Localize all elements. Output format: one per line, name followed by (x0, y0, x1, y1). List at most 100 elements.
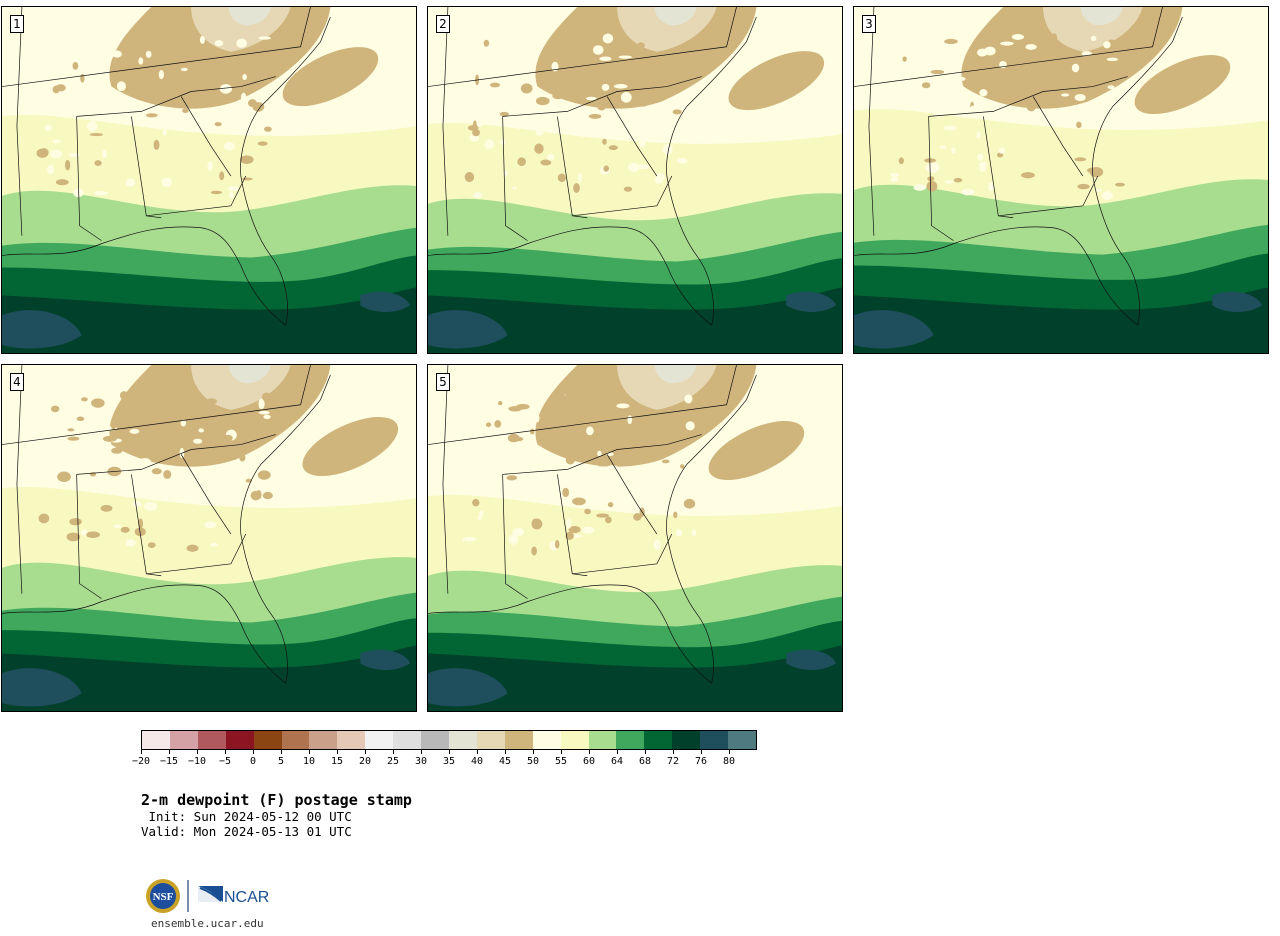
dewpoint-speckle (204, 521, 217, 529)
member-panel-2: 2 (427, 6, 843, 354)
dewpoint-speckle (257, 141, 268, 146)
dewpoint-speckle (219, 171, 225, 181)
dewpoint-speckle (94, 160, 102, 166)
dewpoint-speckle (602, 138, 607, 145)
colorbar-tick (365, 750, 366, 754)
dewpoint-speckle (246, 77, 252, 81)
dewpoint-speckle (72, 62, 79, 70)
dewpoint-speckle (258, 410, 270, 415)
dewpoint-speckle (185, 75, 198, 85)
dewpoint-speckle (673, 131, 686, 138)
boundary-line (146, 175, 247, 217)
boundary-line (1092, 16, 1183, 326)
dewpoint-speckle (662, 144, 673, 155)
boundary-line (2, 7, 311, 87)
dewpoint-speckle (180, 419, 187, 427)
boundary-line (180, 96, 232, 177)
dewpoint-speckle (473, 192, 482, 199)
dewpoint-speckle (677, 157, 688, 164)
dewpoint-speckle (263, 414, 271, 420)
dewpoint-band (654, 7, 697, 26)
dewpoint-speckle (199, 35, 206, 44)
boundary-line (502, 434, 702, 475)
dewpoint-speckle (979, 89, 988, 97)
dewpoint-speckle (1101, 191, 1113, 201)
dewpoint-speckle (944, 180, 954, 184)
dewpoint-band (360, 291, 411, 313)
dewpoint-speckle (520, 83, 533, 94)
dewpoint-speckle (116, 81, 126, 92)
dewpoint-speckle (461, 401, 475, 409)
dewpoint-speckle (637, 42, 645, 49)
dewpoint-band (302, 417, 399, 477)
boundary-line (928, 116, 954, 241)
colorbar-tick (505, 750, 506, 754)
boundary-line (557, 116, 588, 219)
dewpoint-speckle (508, 534, 519, 545)
dewpoint-speckle (483, 39, 490, 47)
dewpoint-speckle (498, 401, 503, 406)
dewpoint-speckle (145, 50, 152, 58)
dewpoint-speckle (49, 149, 63, 159)
colorbar-tick-label: 35 (442, 756, 456, 767)
boundary-line (502, 474, 528, 599)
dewpoint-speckle (985, 59, 1000, 68)
dewpoint-speckle (684, 394, 693, 404)
colorbar-segment (421, 731, 449, 749)
dewpoint-speckle (100, 504, 113, 512)
dewpoint-speckle (258, 36, 271, 40)
dewpoint-band (854, 287, 1268, 353)
dewpoint-speckle (562, 487, 570, 498)
boundary-line (606, 454, 658, 535)
colorbar-tick-label: 30 (414, 756, 428, 767)
dewpoint-speckle (111, 447, 123, 454)
dewpoint-speckle (596, 513, 609, 518)
dewpoint-speckle (71, 89, 80, 97)
dewpoint-speckle (582, 395, 592, 404)
dewpoint-speckle (181, 496, 194, 504)
dewpoint-speckle (261, 392, 272, 402)
dewpoint-speckle (67, 428, 75, 432)
valid-time: Valid: Mon 2024-05-13 01 UTC (141, 824, 352, 839)
dewpoint-speckle (223, 434, 233, 442)
colorbar-segment (337, 731, 366, 749)
colorbar-tick-label: 60 (582, 756, 596, 767)
dewpoint-speckle (227, 186, 239, 192)
dewpoint-speckle (595, 500, 605, 504)
panel-label: 1 (10, 15, 24, 33)
colorbar-segment (393, 731, 422, 749)
dewpoint-speckle (258, 398, 265, 410)
dewpoint-speckle (1026, 103, 1036, 112)
dewpoint-speckle (153, 139, 160, 151)
colorbar-tick (197, 750, 198, 754)
dewpoint-speckle (573, 183, 580, 193)
boundary-line (572, 175, 673, 217)
dewpoint-speckle (102, 435, 117, 442)
dewpoint-speckle (943, 125, 957, 131)
dewpoint-speckle (203, 399, 214, 411)
dewpoint-speckle (111, 50, 122, 58)
dewpoint-speckle (633, 513, 642, 521)
dewpoint-speckle (627, 415, 633, 425)
dewpoint-map (2, 365, 416, 711)
dewpoint-speckle (935, 100, 949, 108)
dewpoint-speckle (489, 82, 501, 88)
dewpoint-speckle (140, 426, 150, 434)
dewpoint-speckle (577, 173, 583, 183)
dewpoint-speckle (255, 490, 262, 500)
dewpoint-band (282, 47, 379, 107)
colorbar-tick (533, 750, 534, 754)
dewpoint-speckle (618, 55, 632, 59)
dewpoint-speckle (976, 48, 988, 57)
dewpoint-band (617, 7, 717, 52)
dewpoint-band (654, 365, 697, 384)
dewpoint-band (360, 649, 411, 671)
boundary-line (557, 474, 588, 577)
dewpoint-speckle (913, 184, 927, 191)
dewpoint-speckle (675, 528, 683, 537)
dewpoint-speckle (207, 161, 213, 172)
dewpoint-speckle (472, 498, 480, 507)
colorbar-tick (673, 750, 674, 754)
boundary-line (76, 474, 102, 599)
dewpoint-speckle (605, 516, 612, 524)
